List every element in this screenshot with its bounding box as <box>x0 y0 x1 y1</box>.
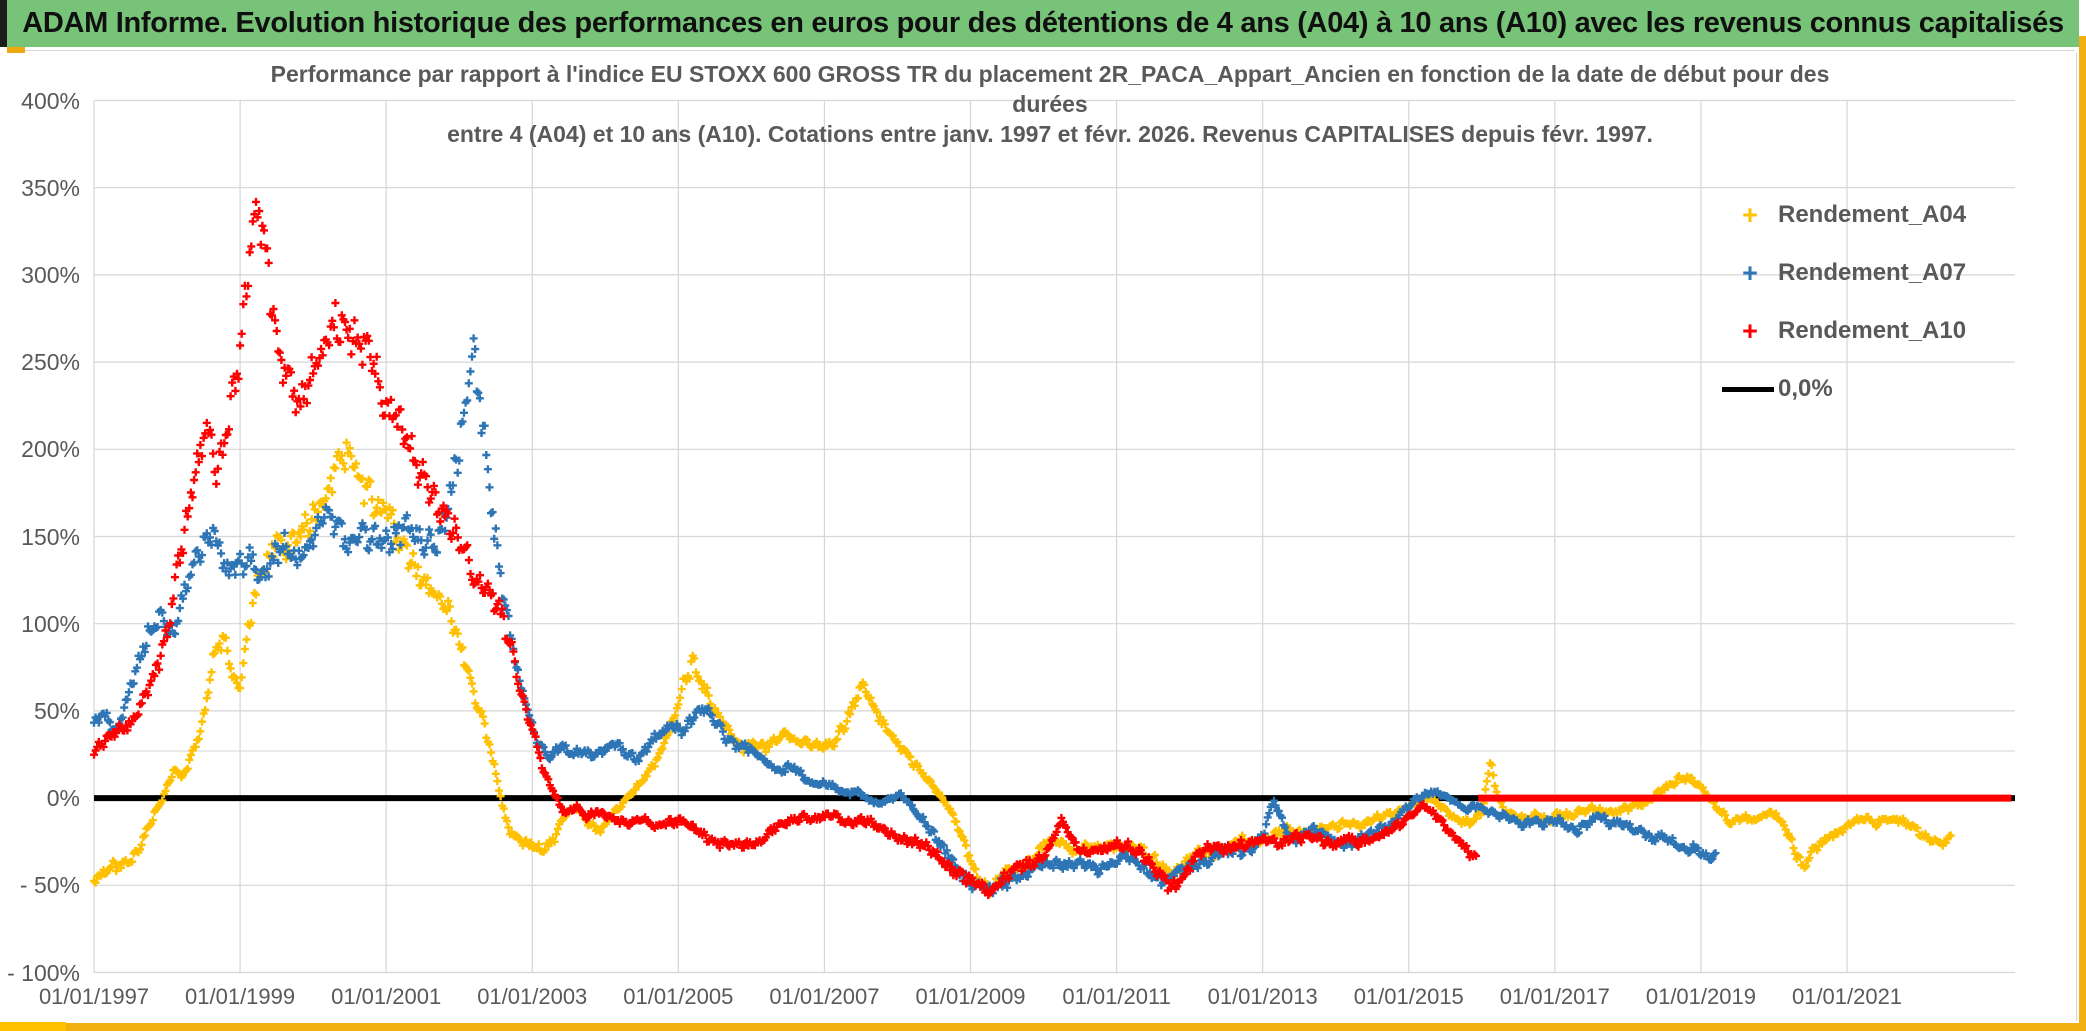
banner-gold-accent <box>7 47 25 53</box>
y-axis-tick-label: 400% <box>21 87 80 114</box>
x-axis-tick-label: 01/01/1999 <box>185 984 296 1009</box>
plus-marker-icon-a10: + <box>1742 315 1758 346</box>
y-axis-tick-label: 0% <box>46 785 80 812</box>
legend-label-a10: Rendement_A10 <box>1778 317 1967 344</box>
y-axis-tick-label: 300% <box>21 261 80 288</box>
y-axis-tick-label: - 50% <box>19 872 80 899</box>
chart-legend: + Rendement_A04 + Rendement_A07 + Rendem… <box>1722 186 2062 418</box>
y-axis-tick-label: 250% <box>21 349 80 376</box>
y-axis-tick-label: 200% <box>21 436 80 463</box>
chart-title-line-1: Performance par rapport à l'indice EU ST… <box>270 61 1830 87</box>
chart-area-right-edge <box>2076 53 2077 1021</box>
x-axis-tick-label: 01/01/2013 <box>1207 984 1318 1009</box>
x-axis-tick-label: 01/01/1997 <box>38 984 150 1009</box>
legend-item-rendement-a10: + Rendement_A10 <box>1722 302 2062 360</box>
y-axis-tick-label: 350% <box>21 174 80 201</box>
x-axis-tick-label: 01/01/2001 <box>331 984 442 1009</box>
legend-label-zero: 0,0% <box>1778 375 1833 402</box>
x-axis-tick-label: 01/01/2021 <box>1791 984 1903 1009</box>
page-border-bottom <box>0 1023 2086 1031</box>
chart-title-line-3: entre 4 (A04) et 10 ans (A10). Cotations… <box>447 121 1653 147</box>
legend-label-a04: Rendement_A04 <box>1778 201 1967 228</box>
banner-divider-line <box>25 50 2075 51</box>
report-banner: ADAM Informe. Evolution historique des p… <box>7 0 2079 47</box>
x-axis-tick-label: 01/01/2007 <box>769 984 880 1009</box>
x-axis-tick-label: 01/01/2017 <box>1499 984 1610 1009</box>
legend-item-zero-line: 0,0% <box>1722 360 2062 418</box>
x-axis-tick-label: 01/01/2011 <box>1062 984 1171 1009</box>
x-axis-tick-label: 01/01/2019 <box>1645 984 1756 1009</box>
y-axis-tick-label: 100% <box>21 610 80 637</box>
plus-marker-icon-a04: + <box>1742 199 1758 230</box>
series-Rendement_A10 <box>90 197 1480 900</box>
chart-title: Performance par rapport à l'indice EU ST… <box>160 59 1940 149</box>
plus-marker-icon-a07: + <box>1742 257 1758 288</box>
legend-label-a07: Rendement_A07 <box>1778 259 1967 286</box>
zero-line-icon <box>1722 386 1774 392</box>
x-axis-tick-label: 01/01/2009 <box>915 984 1026 1009</box>
y-axis-tick-label: 50% <box>33 697 80 724</box>
report-banner-title: ADAM Informe. Evolution historique des p… <box>22 7 2064 39</box>
x-axis-tick-label: 01/01/2003 <box>477 984 588 1009</box>
y-axis-tick-label: 150% <box>21 523 80 550</box>
page-border-bottom-accent <box>0 1022 66 1031</box>
series-Rendement_A04 <box>90 438 1955 899</box>
x-axis-tick-label: 01/01/2005 <box>623 984 734 1009</box>
y-axis-tick-label: - 100% <box>7 959 80 986</box>
x-axis-tick-label: 01/01/2015 <box>1353 984 1464 1009</box>
window-edge-dark-strip <box>0 0 7 47</box>
legend-item-rendement-a04: + Rendement_A04 <box>1722 186 2062 244</box>
legend-item-rendement-a07: + Rendement_A07 <box>1722 244 2062 302</box>
chart-title-line-2: durées <box>1012 91 1088 117</box>
page-border-right <box>2079 36 2086 1031</box>
